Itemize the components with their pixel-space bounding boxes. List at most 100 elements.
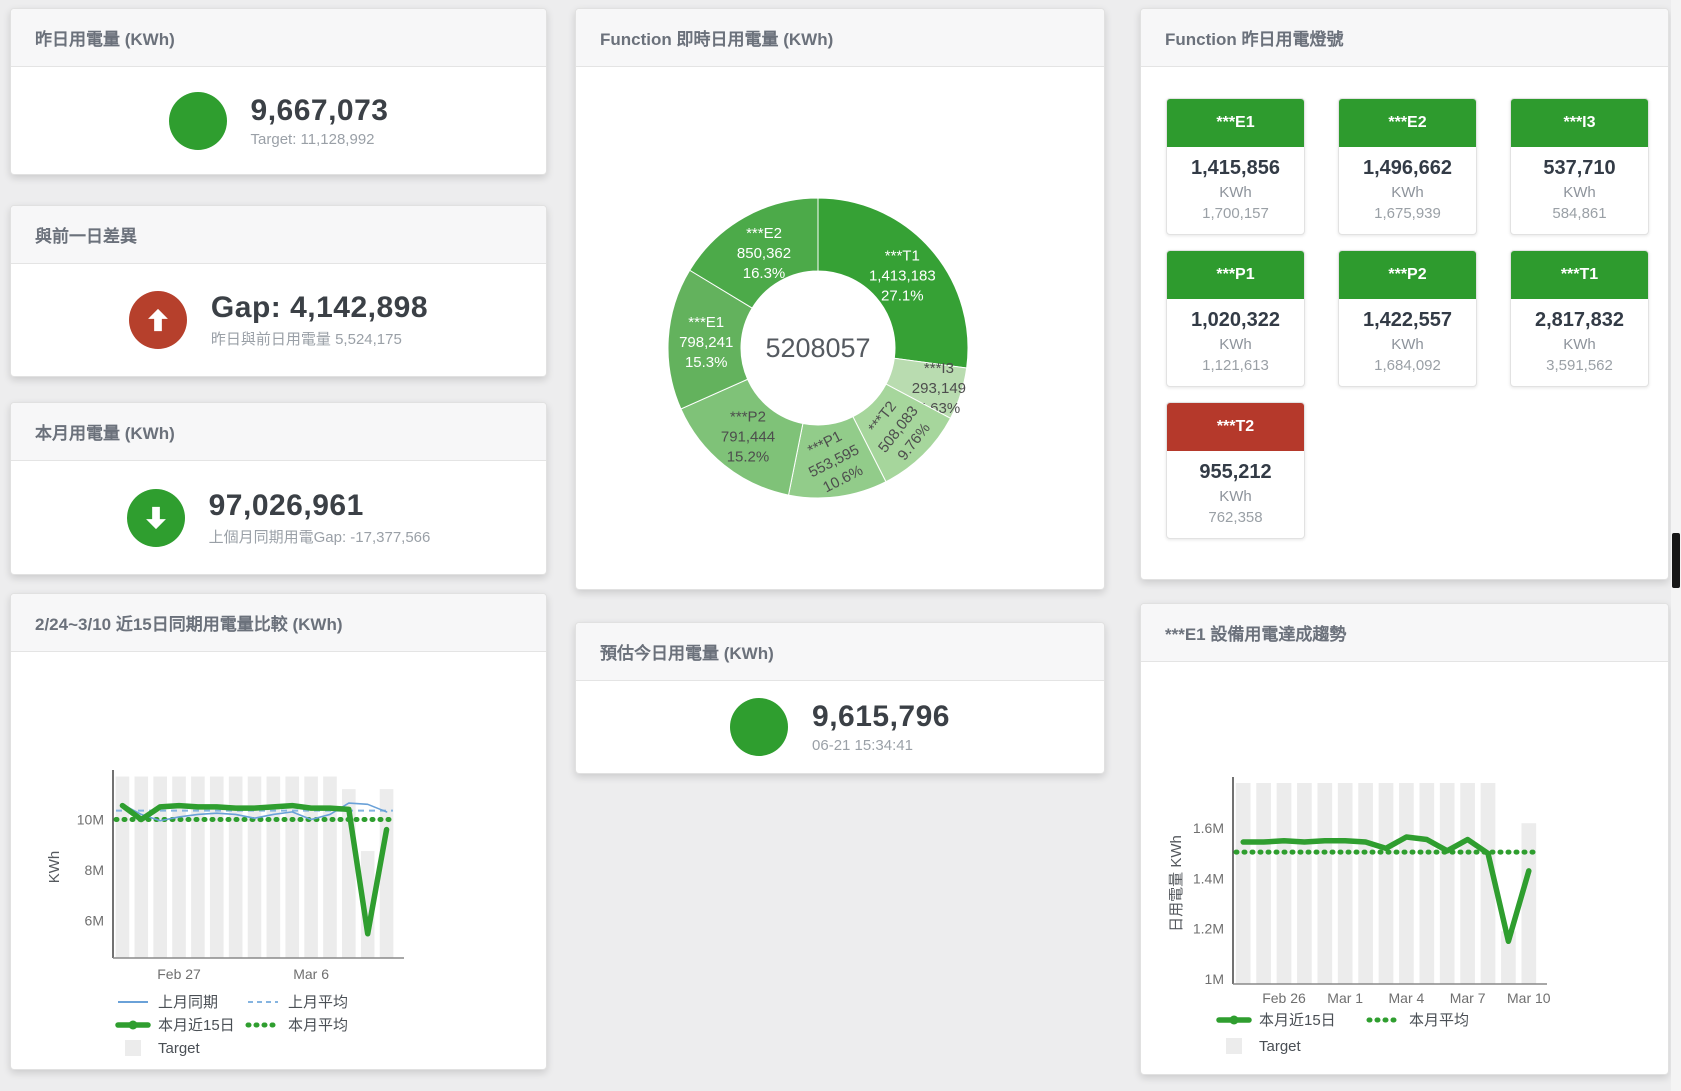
panel-function-realtime: Function 即時日用電量 (KWh) ***T1 1,413,183 27.1…: [575, 8, 1105, 590]
svg-text:Feb 26: Feb 26: [1262, 990, 1306, 1006]
today-estimate-timestamp: 06-21 15:34:41: [812, 737, 913, 754]
scrollbar-track[interactable]: [1671, 0, 1681, 1091]
svg-text:Mar 10: Mar 10: [1507, 990, 1551, 1006]
tile-target-value: 1,121,613: [1202, 357, 1269, 374]
status-tile-E2: ***E2 1,496,662 KWh 1,675,939: [1338, 98, 1477, 235]
svg-text:本月近15日: 本月近15日: [1259, 1012, 1336, 1029]
tile-target-value: 1,675,939: [1374, 205, 1441, 222]
donut-slice-label: ***P2 791,444 15.2%: [721, 408, 775, 465]
status-tile-T1: ***T1 2,817,832 KWh 3,591,562: [1510, 250, 1649, 387]
panel-title: 預估今日用電量 (KWh): [576, 623, 1104, 681]
tile-unit: KWh: [1219, 184, 1252, 201]
tile-name: ***T1: [1511, 251, 1648, 299]
panel-e1-trend-title: ***E1 設備用電達成趨勢: [1165, 625, 1347, 644]
stat-row: Gap: 4,142,898 昨日與前日用電量 5,524,175: [11, 264, 546, 376]
today-estimate-value: 9,615,796: [812, 700, 950, 733]
arrow-up-icon: [148, 308, 168, 332]
day-gap-value: Gap: 4,142,898: [210, 291, 429, 324]
donut-slice-T1: [817, 197, 969, 369]
tile-name: ***E1: [1167, 99, 1304, 147]
svg-text:1.6M: 1.6M: [1193, 820, 1224, 836]
status-tile-P2: ***P2 1,422,557 KWh 1,684,092: [1338, 250, 1477, 387]
month-usage-gap: 上個月同期用電Gap: -17,377,566: [208, 528, 431, 546]
stat-row: 9,667,073 Target: 11,128,992: [11, 67, 546, 174]
tile-body: 1,415,856 KWh 1,700,157: [1167, 147, 1304, 234]
svg-text:日用電量 KWh: 日用電量 KWh: [1168, 835, 1185, 932]
svg-text:1.4M: 1.4M: [1193, 870, 1224, 886]
stat-text: 9,615,796 06-21 15:34:41: [812, 700, 950, 754]
tile-target-value: 762,358: [1208, 509, 1263, 526]
donut-slice-label: ***E2 850,362 16.3%: [737, 225, 791, 282]
stat-text: 9,667,073 Target: 11,128,992: [251, 94, 389, 148]
tile-body: 1,422,557 KWh 1,684,092: [1339, 299, 1476, 386]
svg-text:上月同期: 上月同期: [158, 994, 218, 1011]
tile-body: 2,817,832 KWh 3,591,562: [1511, 299, 1648, 386]
svg-text:KWh: KWh: [46, 851, 63, 884]
stat-row: 97,026,961 上個月同期用電Gap: -17,377,566: [11, 461, 546, 574]
panel-title: 與前一日差異: [11, 206, 546, 264]
arrow-down-circle-icon: [126, 488, 185, 547]
svg-text:上月平均: 上月平均: [288, 994, 348, 1011]
panel-day-gap: 與前一日差異 Gap: 4,142,898 昨日與前日用電量 5,524,175: [10, 205, 547, 377]
tile-value: 955,212: [1199, 461, 1272, 483]
donut-center-total: 5208057: [765, 333, 870, 363]
tile-unit: KWh: [1219, 488, 1252, 505]
svg-text:Feb 27: Feb 27: [157, 966, 201, 982]
tile-value: 1,422,557: [1363, 309, 1452, 331]
panel-e1-trend: ***E1 設備用電達成趨勢 1M 1.2M 1.4M 1.6M Feb 26 Mar 1…: [1140, 603, 1669, 1075]
tile-unit: KWh: [1391, 336, 1424, 353]
svg-text:Mar 4: Mar 4: [1389, 990, 1425, 1006]
svg-text:Target: Target: [1259, 1038, 1302, 1055]
status-tiles-grid: ***E1 1,415,856 KWh 1,700,157 ***E2 1,496,662…: [1166, 98, 1649, 539]
tile-name: ***T2: [1167, 403, 1304, 451]
tile-target-value: 1,684,092: [1374, 357, 1441, 374]
arrow-down-icon: [145, 506, 166, 529]
panel-function-lights: Function 昨日用電燈號 ***E1 1,415,856 KWh 1,700,1…: [1140, 8, 1669, 580]
tile-body: 537,710 KWh 584,861: [1511, 147, 1648, 234]
tile-unit: KWh: [1563, 336, 1596, 353]
month-usage-value: 97,026,961: [208, 488, 364, 522]
panel-title: 2/24~3/10 近15日同期用電量比較 (KWh): [11, 594, 546, 652]
tile-name: ***P1: [1167, 251, 1304, 299]
svg-text:Target: Target: [158, 1040, 201, 1057]
status-tile-I3: ***I3 537,710 KWh 584,861: [1510, 98, 1649, 235]
tile-value: 2,817,832: [1535, 309, 1624, 331]
tile-body: 955,212 KWh 762,358: [1167, 451, 1304, 538]
donut-slice-label: ***T1 1,413,183 27.1%: [869, 247, 936, 304]
status-tile-T2: ***T2 955,212 KWh 762,358: [1166, 402, 1305, 539]
status-tile-P1: ***P1 1,020,322 KWh 1,121,613: [1166, 250, 1305, 387]
panel-today-estimate: 預估今日用電量 (KWh) 9,615,796 06-21 15:34:41: [575, 622, 1105, 774]
svg-text:1.2M: 1.2M: [1193, 921, 1224, 937]
tile-target-value: 584,861: [1552, 205, 1607, 222]
svg-text:6M: 6M: [85, 913, 104, 929]
stat-row: 9,615,796 06-21 15:34:41: [576, 681, 1104, 773]
tile-unit: KWh: [1391, 184, 1424, 201]
stat-text: Gap: 4,142,898 昨日與前日用電量 5,524,175: [211, 291, 428, 349]
stat-text: 97,026,961 上個月同期用電Gap: -17,377,566: [209, 489, 431, 547]
donut-slice-E2: [689, 197, 819, 309]
tile-value: 1,020,322: [1191, 309, 1280, 331]
panel-title: 昨日用電量 (KWh): [11, 9, 546, 67]
svg-text:本月平均: 本月平均: [1409, 1012, 1469, 1029]
panel-realtime-title: Function 即時日用電量 (KWh): [600, 30, 834, 49]
scrollbar-thumb[interactable]: [1672, 533, 1680, 588]
panel-title: Function 即時日用電量 (KWh): [576, 9, 1104, 67]
panel-month-title: 本月用電量 (KWh): [35, 424, 175, 443]
tile-name: ***E2: [1339, 99, 1476, 147]
svg-text:本月近15日: 本月近15日: [158, 1017, 235, 1034]
panel-title: 本月用電量 (KWh): [11, 403, 546, 461]
svg-text:Mar 7: Mar 7: [1450, 990, 1486, 1006]
panel-yesterday-usage: 昨日用電量 (KWh) 9,667,073 Target: 11,128,992: [10, 8, 547, 175]
arrow-up-circle-icon: [128, 291, 187, 349]
tile-unit: KWh: [1563, 184, 1596, 201]
panel-compare-title: 2/24~3/10 近15日同期用電量比較 (KWh): [35, 615, 343, 634]
tile-target-value: 3,591,562: [1546, 357, 1613, 374]
tile-value: 1,415,856: [1191, 157, 1280, 179]
panel-yesterday-title: 昨日用電量 (KWh): [35, 30, 175, 49]
tile-name: ***I3: [1511, 99, 1648, 147]
svg-text:8M: 8M: [85, 862, 104, 878]
panel-title: ***E1 設備用電達成趨勢: [1141, 604, 1668, 662]
realtime-usage-donut-chart: ***T1 1,413,183 27.1%***I3 293,149 5.63%***T…: [667, 197, 969, 499]
tile-unit: KWh: [1219, 336, 1252, 353]
